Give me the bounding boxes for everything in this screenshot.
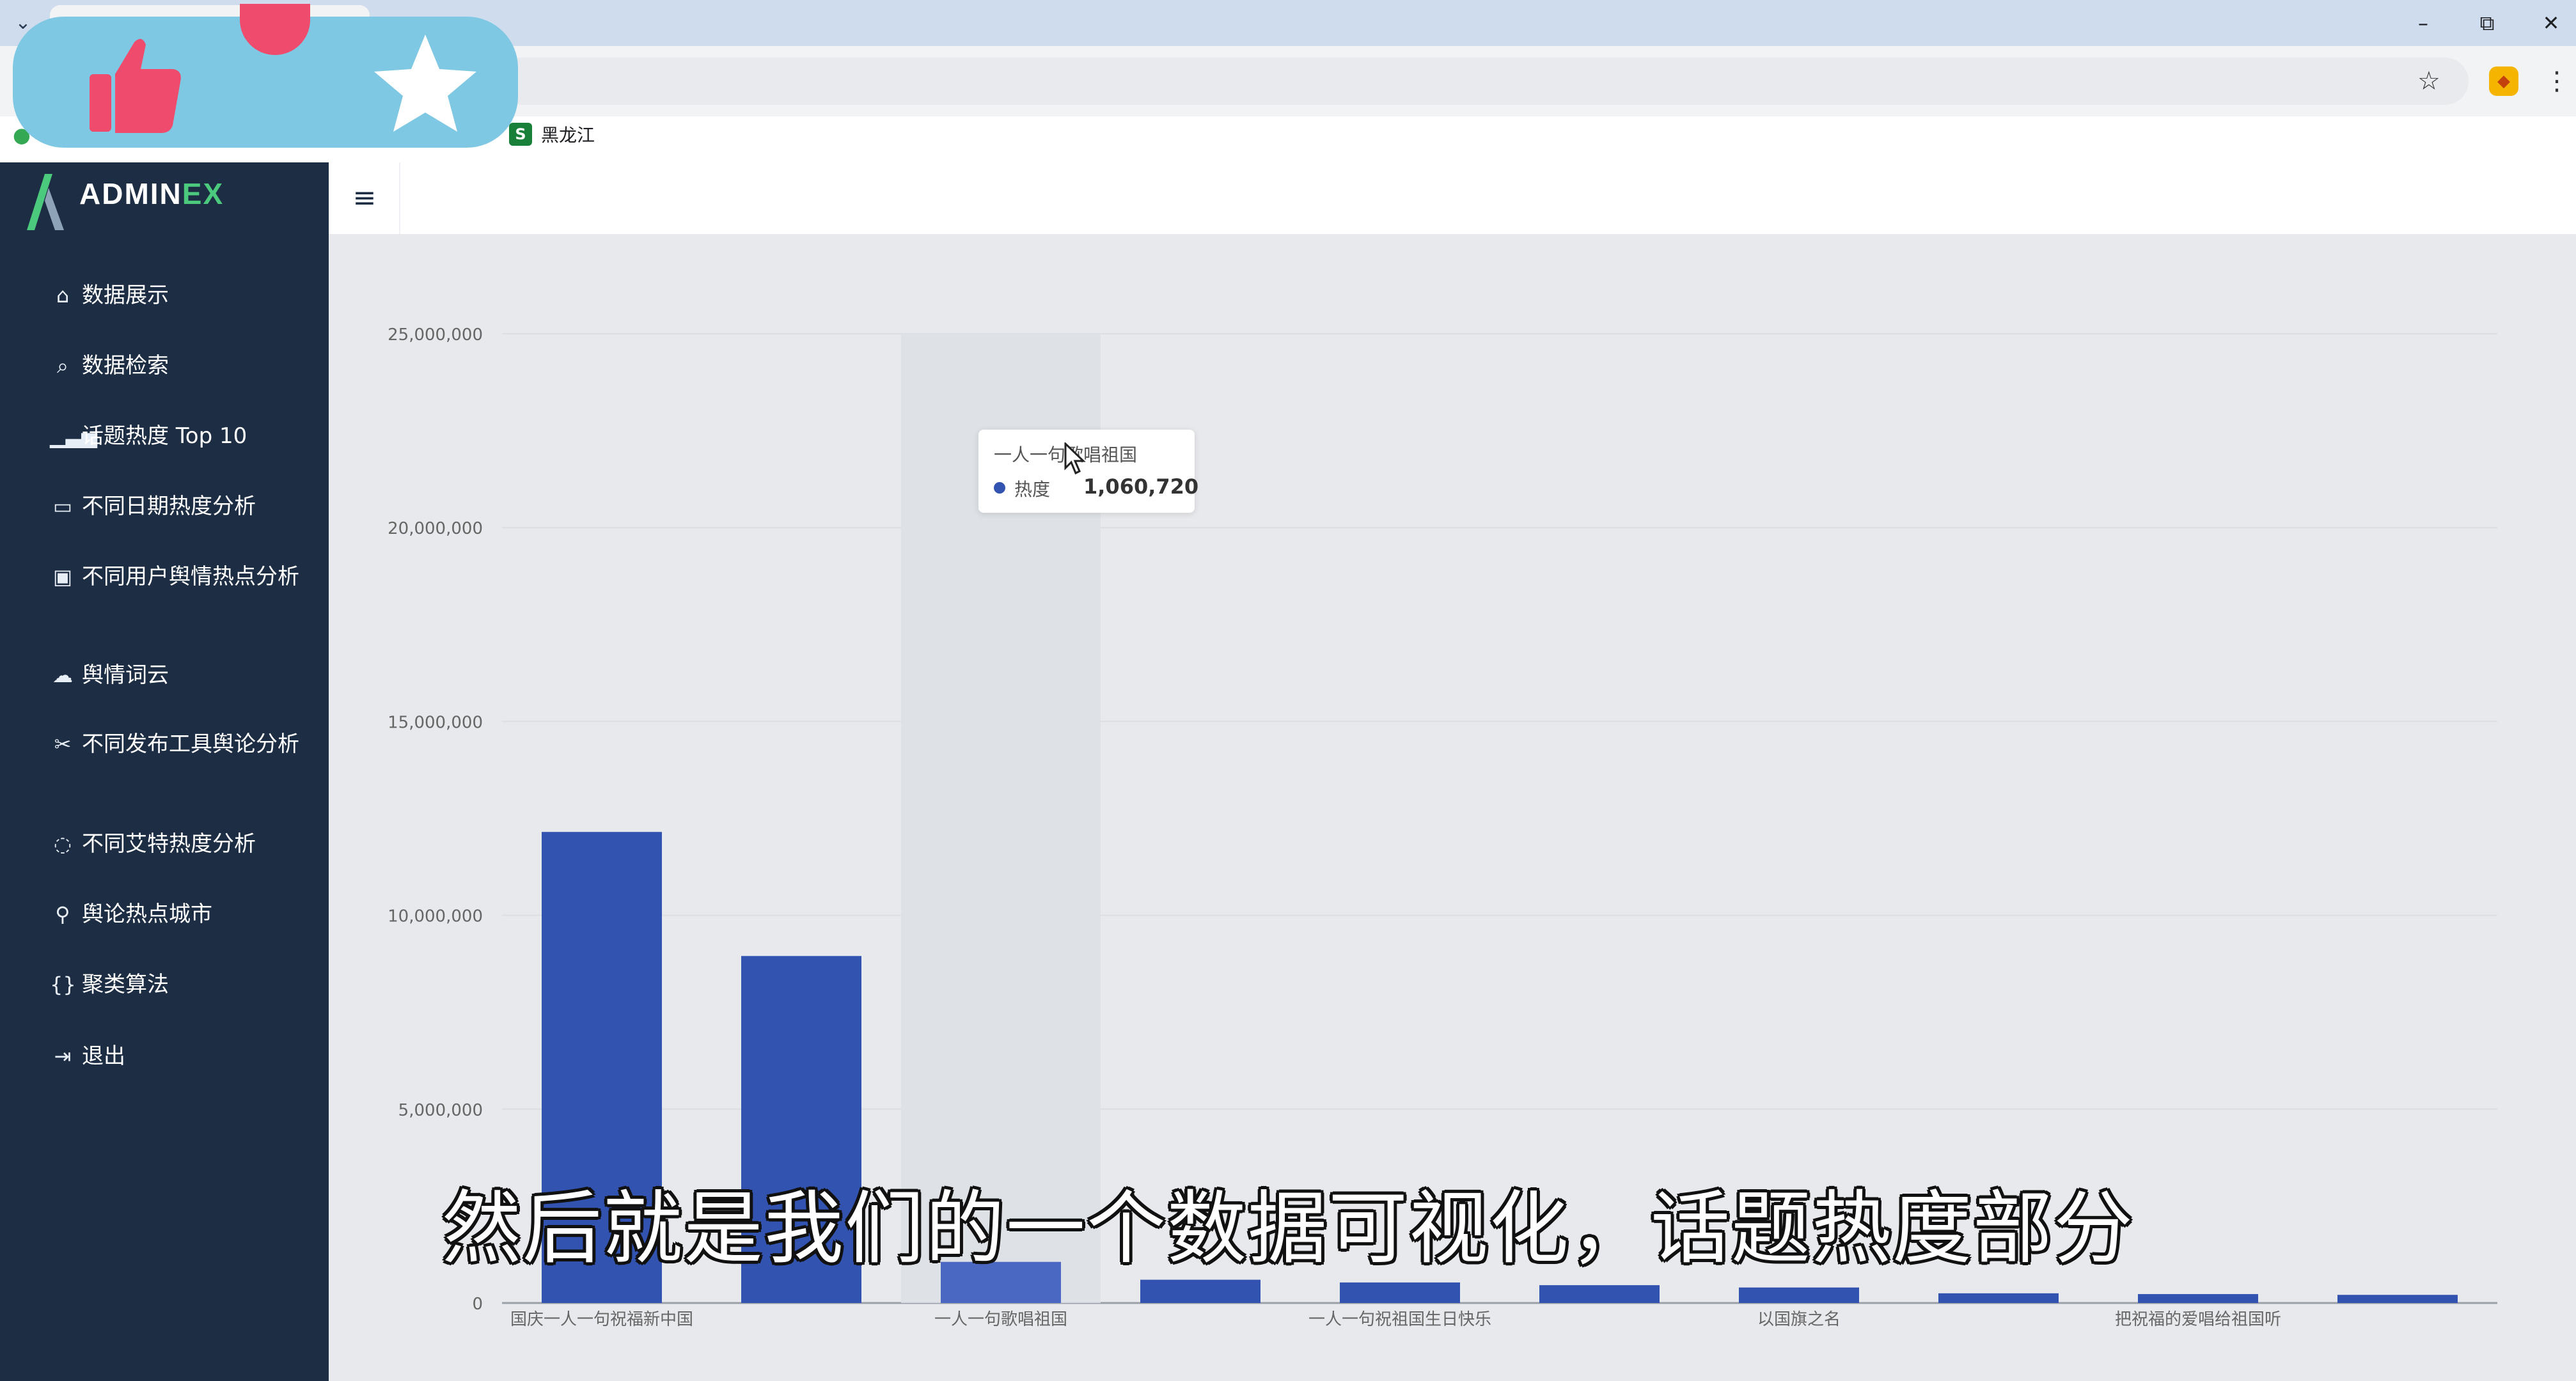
- restore-icon[interactable]: ⧉: [2479, 11, 2495, 35]
- location-pin-icon: ⚲: [55, 902, 70, 926]
- chart-bar[interactable]: [1140, 1279, 1261, 1303]
- y-tick-label: 25,000,000: [388, 325, 483, 345]
- bookmark-label: 黑龙江: [541, 125, 595, 146]
- sidebar-item-topic-top10[interactable]: ▁▃▅ 话题热度 Top 10: [50, 423, 247, 449]
- chart-bar[interactable]: [941, 1261, 1061, 1303]
- logo-text: ADMINEX: [79, 177, 224, 210]
- x-tick-label: 把祝福的爱唱给祖国听: [2115, 1310, 2281, 1329]
- bookmark-item[interactable]: S 黑龙江: [509, 121, 595, 147]
- calendar-icon: ▭: [52, 494, 73, 519]
- sidebar-item-word-cloud[interactable]: ☁ 舆情词云: [50, 661, 318, 689]
- y-tick-label: 5,000,000: [398, 1101, 483, 1120]
- hamburger-icon[interactable]: ≡: [352, 182, 377, 214]
- chart-area: [329, 234, 2576, 1381]
- tools-icon: ✂: [54, 732, 72, 756]
- minimize-icon[interactable]: –: [2418, 11, 2428, 35]
- like-overlay-badge: [13, 4, 518, 148]
- star-outline-icon[interactable]: ☆: [2417, 66, 2440, 96]
- search-icon: ⌕: [57, 354, 68, 378]
- header-divider: [399, 162, 400, 234]
- y-tick-label: 15,000,000: [388, 713, 483, 732]
- tooltip-series-marker: [994, 482, 1005, 494]
- chart-bar[interactable]: [2138, 1294, 2258, 1303]
- sidebar-item-user-analysis[interactable]: ▣ 不同用户舆情热点分析: [50, 563, 318, 591]
- chart-bar[interactable]: [1938, 1293, 2059, 1303]
- y-tick-label: 20,000,000: [388, 519, 483, 538]
- y-tick-label: 10,000,000: [388, 907, 483, 926]
- x-tick-label: 一人一句祝祖国生日快乐: [1308, 1310, 1491, 1329]
- kebab-icon[interactable]: ⋮: [2544, 66, 2570, 96]
- sidebar-item-date-analysis[interactable]: ▭ 不同日期热度分析: [50, 492, 318, 520]
- tooltip-series-name: 热度: [1014, 479, 1051, 500]
- sidebar-item-logout[interactable]: ⇥ 退出: [50, 1042, 318, 1070]
- extension-icon[interactable]: ◆: [2489, 66, 2518, 96]
- home-icon: ⌂: [56, 283, 70, 308]
- sidebar-item-tool-analysis[interactable]: ✂ 不同发布工具舆论分析: [50, 730, 318, 758]
- chart-bar[interactable]: [741, 956, 861, 1303]
- close-icon[interactable]: ✕: [2542, 11, 2560, 35]
- chart-bar[interactable]: [1340, 1282, 1460, 1303]
- x-tick-label: 国庆一人一句祝福新中国: [510, 1310, 693, 1329]
- user-badge-icon: ▣: [52, 565, 73, 589]
- sidebar-item-data-display[interactable]: ⌂ 数据展示: [50, 281, 318, 309]
- bookmark-favicon: S: [509, 123, 532, 146]
- chart-tooltip: 一人一句歌唱祖国 热度 1,060,720: [978, 430, 1199, 513]
- mouse-cursor-icon: [1064, 442, 1086, 475]
- video-subtitle: 然后就是我们的一个数据可视化，话题热度部分: [441, 1183, 2134, 1275]
- y-tick-label: 0: [472, 1295, 483, 1314]
- chart-bar[interactable]: [1739, 1287, 1859, 1303]
- star-icon: [374, 35, 476, 132]
- address-bar[interactable]: [499, 58, 2469, 105]
- braces-icon: {}: [50, 972, 76, 997]
- cloud-icon: ☁: [52, 663, 73, 687]
- sidebar-item-mention-analysis[interactable]: ◌ 不同艾特热度分析: [50, 830, 318, 858]
- app-sidebar: ADMINEX: [0, 162, 329, 1381]
- thumbs-up-icon: [90, 38, 181, 133]
- tooltip-value: 1,060,720: [1083, 474, 1199, 499]
- sidebar-item-data-search[interactable]: ⌕ 数据检索: [50, 352, 318, 380]
- app-header: ≡: [329, 162, 2576, 235]
- x-tick-label: 以国旗之名: [1757, 1310, 1841, 1329]
- sidebar-item-hot-cities[interactable]: ⚲ 舆论热点城市: [50, 900, 318, 928]
- chart-bar[interactable]: [542, 832, 662, 1303]
- logout-icon: ⇥: [54, 1044, 72, 1068]
- sidebar-item-clustering[interactable]: {} 聚类算法: [50, 972, 169, 997]
- logo-mark-icon: [27, 174, 64, 230]
- x-tick-label: 一人一句歌唱祖国: [934, 1310, 1067, 1329]
- chart-bar[interactable]: [2337, 1295, 2458, 1303]
- chart-bar[interactable]: [1539, 1285, 1660, 1303]
- comment-icon: ◌: [54, 832, 72, 856]
